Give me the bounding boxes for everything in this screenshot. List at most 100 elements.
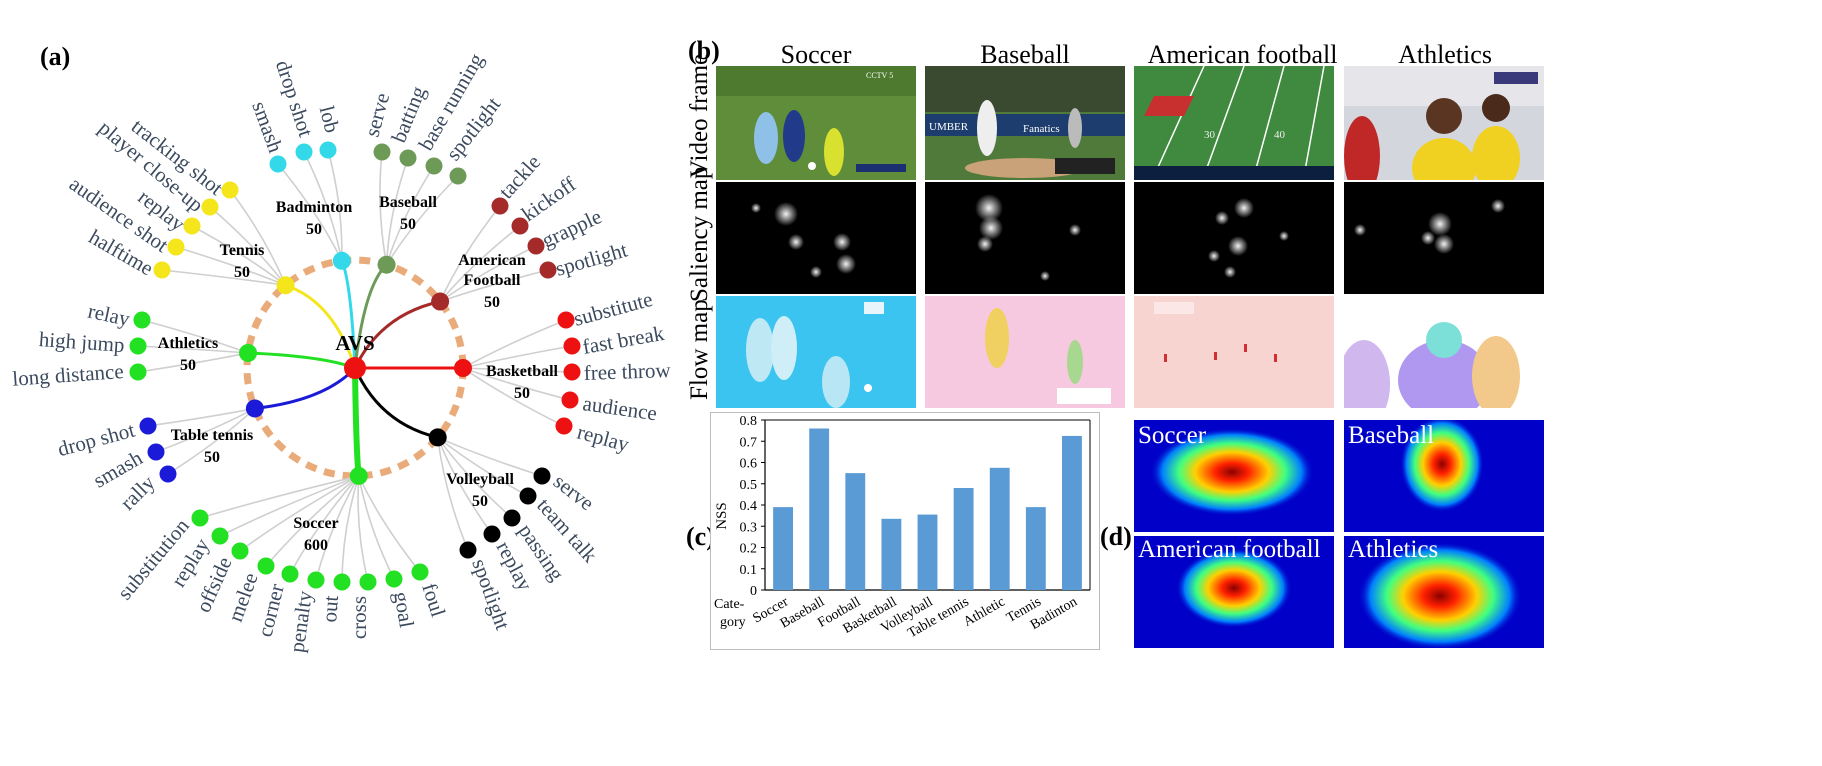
y-tick-label-3: 0.3	[740, 520, 758, 535]
category-count-tennis: 50	[234, 264, 250, 281]
leaf-node-volleyball-1	[519, 487, 537, 505]
x-axis-label-part2: gory	[720, 615, 746, 630]
leaf-node-soccer-9	[411, 563, 429, 581]
bar-athletic	[989, 467, 1010, 590]
bar-volleyball	[917, 514, 938, 590]
category-node-soccer	[349, 466, 368, 485]
flow-map-athletics	[1344, 296, 1544, 408]
leaf-label-soccer-5: penalty	[285, 589, 317, 654]
edge-soccer-leaf-5	[315, 475, 360, 581]
video-frame-baseball: UMBER Fanatics	[925, 66, 1125, 180]
heatmap-label-baseball: Baseball	[1348, 422, 1435, 449]
edge-tennis-leaf-1	[209, 206, 287, 286]
x-axis-label-part1: Cate-	[714, 597, 745, 612]
edge-table-tennis-leaf-2	[167, 407, 256, 475]
col-title-baseball: Baseball	[980, 40, 1070, 69]
leaf-label-soccer-6: out	[317, 595, 343, 624]
heatmap-soccer	[1134, 420, 1334, 532]
edge-table-tennis-leaf-1	[155, 407, 256, 453]
category-label-american-football-line-0: American	[458, 252, 526, 269]
edge-baseball-leaf-0	[379, 151, 388, 265]
saliency-map-baseball	[925, 182, 1125, 294]
category-label-athletics-line-0: Athletics	[158, 335, 218, 352]
saliency-map-athletics	[1344, 182, 1544, 294]
category-node-basketball	[454, 359, 472, 377]
y-tick-label-8: 0.8	[740, 414, 758, 429]
category-label-badminton-line-0: Badminton	[276, 199, 353, 216]
leaf-node-baseball-1	[399, 149, 417, 167]
category-node-badminton	[332, 251, 351, 270]
row-title-saliency-map: Saliency map	[686, 166, 713, 302]
svg-text:40: 40	[1274, 129, 1286, 141]
video-frame-athletics	[1344, 66, 1544, 180]
leaf-node-soccer-7	[359, 573, 377, 591]
y-tick-label-4: 0.4	[740, 499, 758, 514]
panel-label-d: (d)	[1100, 522, 1132, 551]
category-node-table-tennis	[245, 399, 264, 418]
edge-basketball-leaf-3	[462, 367, 571, 401]
category-label-baseball-line-0: Baseball	[379, 194, 437, 211]
leaf-node-baseball-0	[373, 143, 391, 161]
edge-volleyball-leaf-4	[436, 437, 469, 551]
video-frame-soccer: CCTV 5	[716, 66, 916, 180]
leaf-label-basketball-2: free throw	[583, 358, 671, 385]
flow-map-baseball	[925, 296, 1125, 408]
edge-soccer-leaf-2	[239, 475, 360, 552]
edge-basketball-leaf-2	[462, 367, 573, 373]
edge-soccer-leaf-4	[289, 475, 360, 575]
edge-american-football-leaf-2	[439, 245, 537, 303]
leaf-node-badminton-1	[295, 143, 313, 161]
leaf-node-badminton-0	[269, 155, 287, 173]
edge-soccer-leaf-0	[199, 475, 359, 519]
leaf-node-american-football-1	[511, 217, 529, 235]
leaf-label-athletics-0: relay	[86, 299, 133, 331]
leaf-label-badminton-2: lob	[315, 103, 345, 135]
leaf-node-tennis-1	[201, 198, 219, 216]
edge-basketball-leaf-0	[462, 319, 567, 369]
category-count-volleyball: 50	[472, 493, 488, 510]
bar-baseball	[809, 428, 830, 590]
edge-baseball-leaf-1	[385, 157, 409, 265]
row-title-flow-map: Flow map	[686, 299, 713, 400]
category-label-tennis-line-0: Tennis	[220, 242, 265, 259]
leaf-node-basketball-4	[555, 417, 573, 435]
bar-soccer	[773, 507, 793, 590]
edge-american-football-leaf-0	[439, 205, 501, 302]
edge-tennis-leaf-3	[175, 246, 286, 287]
leaf-node-basketball-1	[563, 337, 581, 355]
leaf-node-tennis-3	[167, 238, 185, 256]
edge-soccer-leaf-8	[357, 475, 395, 580]
leaf-node-volleyball-2	[503, 509, 521, 527]
leaf-label-badminton-0: smash	[247, 98, 288, 156]
category-count-baseball: 50	[400, 216, 416, 233]
category-label-volleyball-line-0: Volleyball	[446, 471, 514, 488]
heatmap-label-athletics: Athletics	[1348, 536, 1439, 563]
edge-athletics-leaf-0	[141, 319, 249, 354]
edge-volleyball-leaf-3	[436, 437, 493, 535]
category-label-basketball-line-0: Basketball	[486, 363, 559, 380]
leaf-node-basketball-2	[563, 363, 581, 381]
leaf-node-athletics-0	[133, 311, 151, 329]
leaf-node-american-football-3	[539, 261, 557, 279]
category-label-table-tennis-line-0: Table tennis	[171, 427, 254, 444]
flow-map-american-football	[1134, 296, 1334, 408]
edge-basketball-leaf-4	[462, 367, 565, 427]
y-axis-label: NSS	[714, 502, 730, 530]
bar-football	[845, 473, 866, 590]
leaf-node-soccer-5	[307, 571, 325, 589]
leaf-node-tennis-4	[153, 261, 171, 279]
saliency-map-american-football	[1134, 182, 1334, 294]
edge-soccer-leaf-1	[219, 475, 360, 537]
leaf-node-basketball-3	[561, 391, 579, 409]
leaf-node-volleyball-3	[483, 525, 501, 543]
category-count-american-football: 50	[484, 294, 500, 311]
leaf-node-tennis-2	[183, 217, 201, 235]
edge-badminton-leaf-0	[277, 163, 343, 262]
edge-american-football-leaf-1	[439, 225, 521, 303]
leaf-node-soccer-0	[191, 509, 209, 527]
leaf-label-athletics-2: long distance	[12, 359, 125, 391]
category-node-athletics	[239, 343, 258, 362]
leaf-label-soccer-9: foul	[417, 580, 450, 620]
edge-tennis-leaf-2	[191, 225, 287, 286]
